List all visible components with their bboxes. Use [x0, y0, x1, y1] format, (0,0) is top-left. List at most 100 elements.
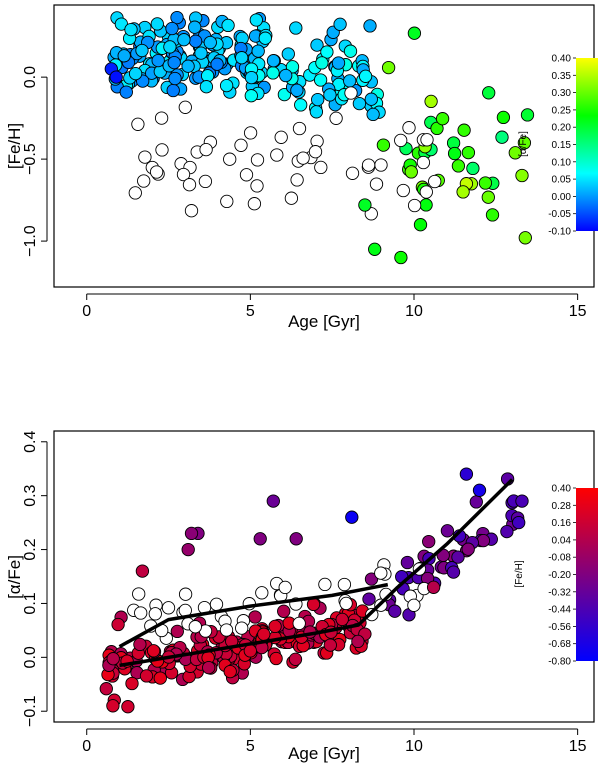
data-point [200, 69, 215, 83]
data-point [366, 107, 380, 122]
x-axis-label: Age [Gyr] [288, 312, 360, 331]
data-point [223, 664, 237, 679]
colorbar-tick-label: 0.40 [552, 484, 572, 495]
x-tick-label: 0 [82, 303, 91, 320]
data-point [184, 204, 199, 218]
data-point [244, 89, 258, 103]
data-point [223, 152, 237, 166]
data-point [374, 158, 388, 172]
data-point [178, 100, 192, 114]
data-point [478, 176, 493, 190]
data-point [428, 174, 442, 189]
data-point [333, 17, 347, 31]
colorbar-tick-label: -0.08 [548, 553, 571, 564]
data-point [235, 51, 249, 65]
data-point [250, 179, 264, 193]
colorbar-tick-label: -0.05 [548, 209, 571, 220]
y-tick-label: 0.4 [22, 431, 39, 453]
y-axis-ticks: −0.1 0.0 0.1 0.2 0.3 0.4 [22, 431, 48, 727]
data-point [364, 572, 379, 586]
data-point [268, 619, 282, 634]
data-point [178, 587, 193, 601]
data-point [135, 43, 149, 58]
data-point [248, 610, 262, 624]
x-tick-label: 0 [82, 738, 91, 755]
data-point [363, 19, 377, 33]
data-point [117, 49, 131, 63]
data-point [106, 699, 120, 713]
data-point [485, 208, 500, 222]
data-point [149, 165, 164, 179]
data-point [517, 136, 532, 150]
x-axis-label: Age [Gyr] [288, 744, 360, 763]
data-point [184, 526, 199, 541]
data-point [323, 638, 337, 652]
data-point [210, 57, 224, 71]
data-point [244, 70, 259, 85]
data-point [182, 178, 197, 192]
data-point [518, 231, 532, 245]
colorbar-ticks: 0.40 0.35 0.30 0.25 0.20 0.15 0.10 0.05 0.00 -0.0… [548, 54, 576, 238]
data-point [181, 59, 195, 73]
data-point [221, 18, 235, 33]
data-point [154, 111, 169, 125]
data-point [343, 44, 358, 58]
y-axis-label: [α/Fe] [5, 555, 24, 599]
data-point [219, 623, 234, 637]
data-point [292, 616, 306, 631]
data-point [419, 198, 433, 212]
data-point [111, 617, 125, 632]
data-point [310, 38, 324, 52]
colorbar-ticks: 0.40 0.28 0.16 0.04 -0.08 -0.20 -0.32 -0.44 -0.5… [548, 484, 576, 668]
data-point [296, 151, 310, 165]
data-point [165, 21, 179, 36]
data-point [121, 700, 135, 714]
data-point [308, 145, 323, 159]
data-point [358, 198, 372, 212]
data-point [309, 105, 324, 119]
x-tick-label: 10 [405, 303, 423, 320]
data-point [337, 577, 352, 592]
data-point [351, 634, 365, 649]
x-axis-ticks: 0 5 10 15 [82, 293, 587, 320]
data-point [394, 250, 408, 265]
y-tick-label: 0.3 [22, 484, 39, 506]
y-tick-label: 0.1 [22, 592, 39, 614]
data-point [124, 22, 138, 37]
data-point [278, 580, 292, 595]
colorbar-tick-label: 0.20 [552, 123, 572, 134]
colorbar-gradient [576, 488, 598, 661]
data-point [407, 598, 421, 612]
data-point [128, 66, 143, 81]
x-tick-label: 5 [246, 738, 255, 755]
data-point [362, 592, 376, 606]
data-point [266, 54, 281, 68]
colorbar-tick-label: 0.00 [552, 192, 572, 203]
data-point [440, 524, 455, 538]
data-point [315, 56, 329, 70]
data-point [451, 159, 466, 173]
data-point [138, 150, 152, 164]
trend-line [119, 478, 514, 668]
data-point [358, 69, 373, 83]
data-point [461, 542, 475, 556]
data-point [166, 83, 180, 98]
colorbar-tick-label: -0.80 [548, 657, 571, 668]
data-point [456, 185, 470, 199]
data-point [176, 167, 191, 182]
data-point [139, 669, 154, 683]
colorbar-tick-label: 0.40 [552, 54, 572, 65]
data-point [472, 483, 487, 497]
data-point [402, 121, 416, 135]
data-point [250, 153, 265, 167]
data-point [188, 620, 202, 634]
data-points [104, 10, 535, 265]
data-point [369, 177, 384, 191]
data-point [515, 494, 529, 508]
data-point [137, 174, 151, 188]
data-point [404, 165, 418, 179]
data-point [134, 606, 148, 620]
data-point [352, 96, 367, 111]
data-point [163, 40, 177, 54]
